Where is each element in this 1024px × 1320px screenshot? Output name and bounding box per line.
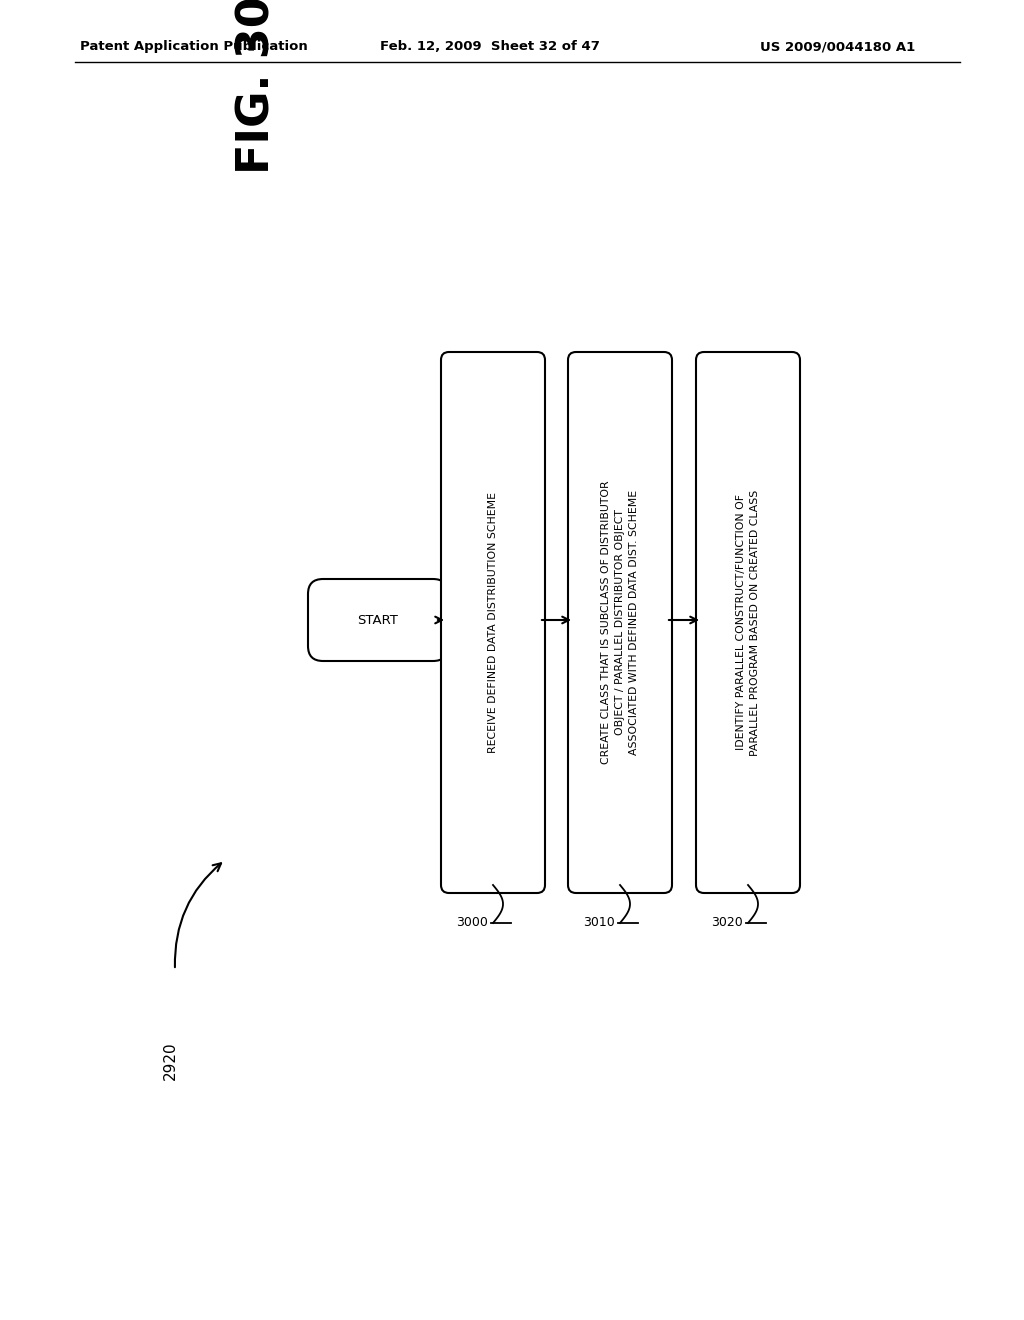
FancyBboxPatch shape (568, 352, 672, 894)
FancyBboxPatch shape (308, 579, 449, 661)
FancyBboxPatch shape (441, 352, 545, 894)
Text: Feb. 12, 2009  Sheet 32 of 47: Feb. 12, 2009 Sheet 32 of 47 (380, 40, 600, 53)
Text: FIG. 30: FIG. 30 (234, 0, 278, 174)
Text: Patent Application Publication: Patent Application Publication (80, 40, 308, 53)
Text: 3020: 3020 (712, 916, 743, 929)
Text: RECEIVE DEFINED DATA DISTRIBUTION SCHEME: RECEIVE DEFINED DATA DISTRIBUTION SCHEME (488, 492, 498, 752)
Text: 3010: 3010 (584, 916, 615, 929)
Text: 2920: 2920 (163, 1041, 177, 1080)
Text: CREATE CLASS THAT IS SUBCLASS OF DISTRIBUTOR
OBJECT / PARALLEL DISTRIBUTOR OBJEC: CREATE CLASS THAT IS SUBCLASS OF DISTRIB… (601, 480, 639, 764)
FancyArrowPatch shape (175, 863, 221, 968)
FancyBboxPatch shape (696, 352, 800, 894)
Text: 3000: 3000 (456, 916, 488, 929)
Text: START: START (357, 614, 398, 627)
Text: IDENTIFY PARALLEL CONSTRUCT/FUNCTION OF
PARALLEL PROGRAM BASED ON CREATED CLASS: IDENTIFY PARALLEL CONSTRUCT/FUNCTION OF … (736, 490, 760, 755)
Text: US 2009/0044180 A1: US 2009/0044180 A1 (760, 40, 915, 53)
